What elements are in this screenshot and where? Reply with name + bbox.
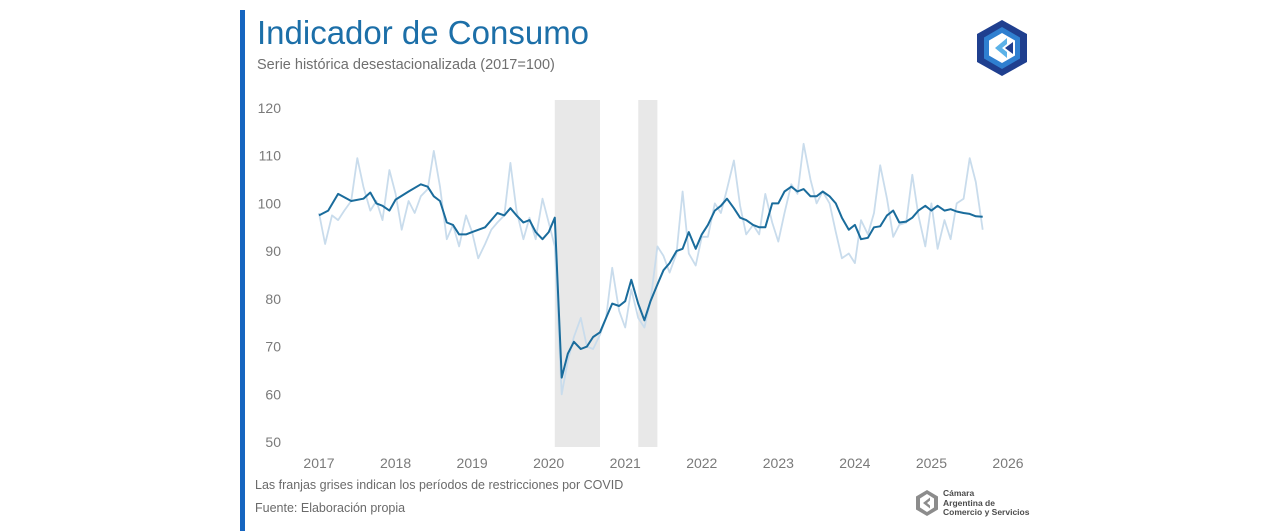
- x-tick-label: 2024: [839, 455, 870, 471]
- x-axis-ticks: 2017 2018 2019 2020 2021 2022 2023 2024 2025 2026: [303, 455, 1023, 471]
- x-tick-label: 2019: [457, 455, 488, 471]
- x-tick-label: 2026: [992, 455, 1023, 471]
- x-tick-label: 2017: [303, 455, 334, 471]
- footer-logo-icon: [916, 490, 938, 516]
- x-tick-label: 2023: [763, 455, 794, 471]
- y-tick-label: 120: [258, 100, 282, 116]
- page-subtitle: Serie histórica desestacionalizada (2017…: [257, 57, 555, 73]
- x-tick-label: 2025: [916, 455, 947, 471]
- footer-brand-text: Cámara Argentina de Comercio y Servicios: [943, 488, 1030, 518]
- page-title: Indicador de Consumo: [257, 14, 590, 51]
- cac-logo-icon: [977, 20, 1027, 76]
- covid-note: Las franjas grises indican los períodos …: [255, 478, 624, 492]
- source-note: Fuente: Elaboración propia: [255, 501, 406, 515]
- footer-brand-line: Argentina de: [943, 497, 995, 508]
- y-tick-label: 110: [259, 148, 282, 164]
- y-tick-label: 100: [258, 195, 282, 211]
- logo-chevron-dark: [1005, 42, 1013, 54]
- footer-brand: Cámara Argentina de Comercio y Servicios: [915, 488, 1045, 521]
- logo-chevron: [995, 38, 1007, 58]
- accent-bar: [240, 10, 245, 531]
- y-tick-label: 90: [265, 243, 281, 259]
- x-tick-label: 2021: [610, 455, 641, 471]
- y-axis-ticks: 120 110 100 90 80 70 60 50: [258, 100, 282, 450]
- y-tick-label: 60: [265, 386, 281, 402]
- y-tick-label: 80: [265, 291, 281, 307]
- x-tick-label: 2022: [686, 455, 717, 471]
- footer-brand-line: Cámara: [943, 488, 975, 498]
- series-line-deseasonalized: [318, 183, 983, 379]
- x-tick-label: 2018: [380, 455, 411, 471]
- x-tick-label: 2020: [533, 455, 564, 471]
- footer-brand-line: Comercio y Servicios: [943, 507, 1030, 517]
- series-lines: [318, 142, 984, 396]
- y-tick-label: 70: [265, 339, 281, 355]
- covid-bands: [554, 100, 658, 447]
- y-tick-label: 50: [265, 434, 281, 450]
- covid-band-2: [638, 100, 658, 447]
